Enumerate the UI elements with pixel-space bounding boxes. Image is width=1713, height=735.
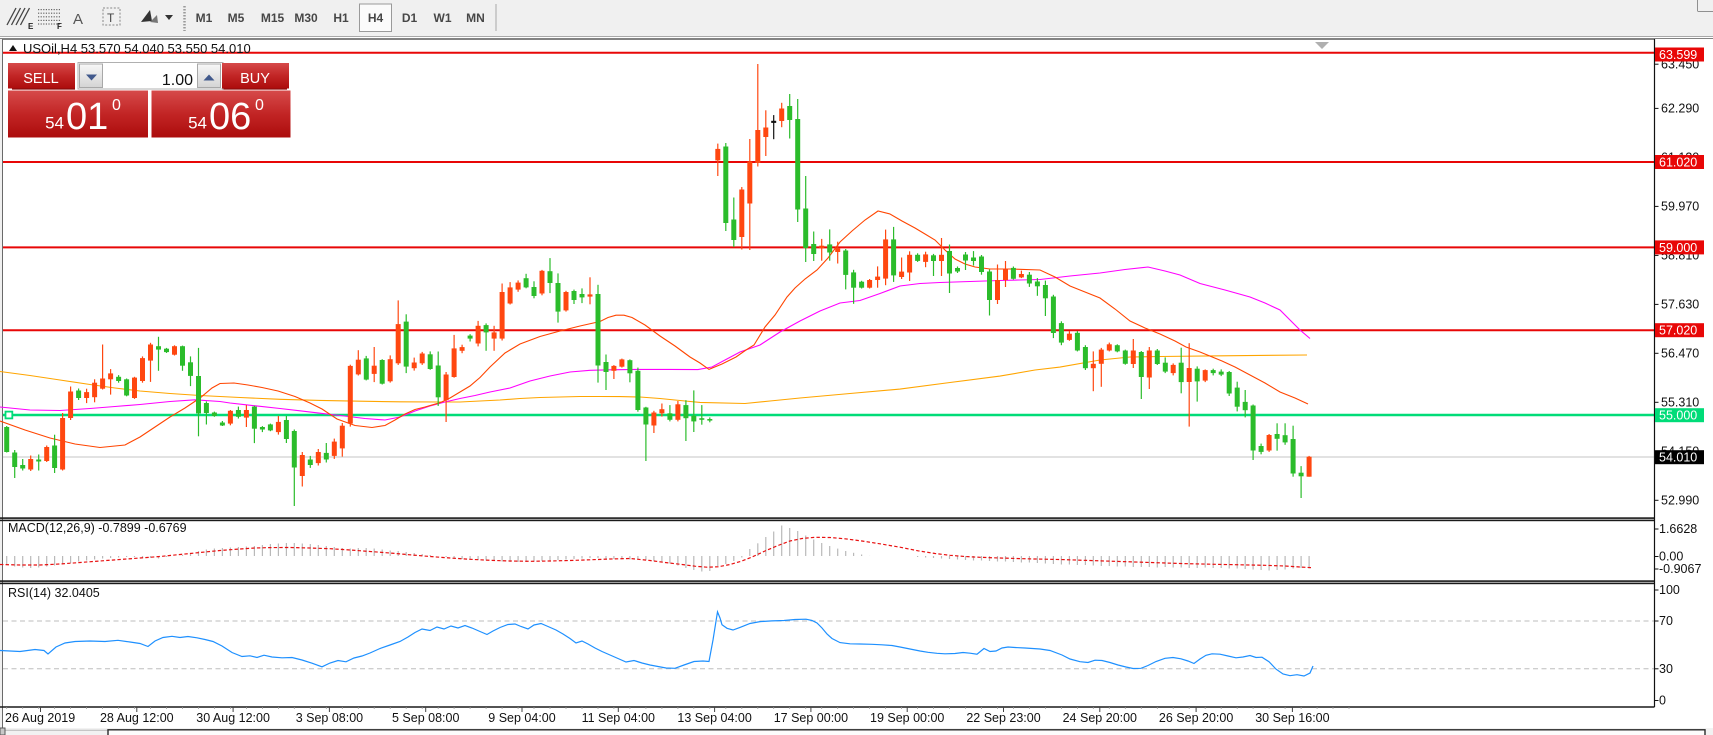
svg-text:M5: M5 [228,11,245,25]
svg-text:MN: MN [466,11,485,25]
svg-text:0: 0 [1659,694,1666,708]
svg-text:06: 06 [209,96,251,138]
svg-text:MACD(12,26,9) -0.7899 -0.6769: MACD(12,26,9) -0.7899 -0.6769 [8,521,187,535]
svg-text:BUY: BUY [240,71,270,87]
svg-text:55.310: 55.310 [1661,396,1699,410]
svg-text:61.020: 61.020 [1659,156,1697,170]
svg-text:0.00: 0.00 [1659,550,1683,564]
svg-text:30: 30 [1659,662,1673,676]
svg-text:M15: M15 [261,11,285,25]
svg-text:USOil,H4 53.570 54.040 53.550: USOil,H4 53.570 54.040 53.550 54.010 [23,41,251,56]
svg-text:H1: H1 [333,11,349,25]
svg-text:F: F [57,22,62,31]
svg-text:70: 70 [1659,614,1673,628]
svg-text:57.020: 57.020 [1659,324,1697,338]
svg-text:3 Sep 08:00: 3 Sep 08:00 [296,711,363,725]
svg-text:9 Sep 04:00: 9 Sep 04:00 [488,711,555,725]
svg-text:T: T [107,11,115,25]
svg-text:M1: M1 [196,11,213,25]
svg-text:RSI(14) 32.0405: RSI(14) 32.0405 [8,586,100,600]
svg-text:01: 01 [66,96,108,138]
svg-text:17 Sep 00:00: 17 Sep 00:00 [774,711,848,725]
svg-text:22 Sep 23:00: 22 Sep 23:00 [966,711,1040,725]
svg-text:0: 0 [255,97,264,114]
svg-text:54.010: 54.010 [1659,451,1697,465]
svg-text:-0.9067: -0.9067 [1659,562,1701,576]
svg-text:26 Aug 2019: 26 Aug 2019 [5,711,75,725]
svg-text:E: E [28,22,34,31]
svg-text:19 Sep 00:00: 19 Sep 00:00 [870,711,944,725]
svg-text:28 Aug 12:00: 28 Aug 12:00 [100,711,174,725]
svg-text:13 Sep 04:00: 13 Sep 04:00 [677,711,751,725]
svg-text:100: 100 [1659,583,1680,597]
svg-text:59.000: 59.000 [1659,241,1697,255]
svg-text:1.00: 1.00 [162,72,193,89]
svg-text:5 Sep 08:00: 5 Sep 08:00 [392,711,459,725]
svg-text:M30: M30 [294,11,318,25]
svg-text:30 Sep 16:00: 30 Sep 16:00 [1255,711,1329,725]
svg-text:59.970: 59.970 [1661,200,1699,214]
svg-text:55.000: 55.000 [1659,409,1697,423]
svg-text:W1: W1 [434,11,452,25]
svg-text:1.6628: 1.6628 [1659,522,1697,536]
svg-text:D1: D1 [402,11,418,25]
svg-text:52.990: 52.990 [1661,494,1699,508]
svg-text:26 Sep 20:00: 26 Sep 20:00 [1159,711,1233,725]
svg-text:24 Sep 20:00: 24 Sep 20:00 [1063,711,1137,725]
svg-text:57.630: 57.630 [1661,298,1699,312]
svg-text:30 Aug 12:00: 30 Aug 12:00 [196,711,270,725]
svg-text:H4: H4 [368,11,384,25]
svg-text:A: A [73,11,83,28]
svg-text:62.290: 62.290 [1661,102,1699,116]
svg-text:11 Sep 04:00: 11 Sep 04:00 [582,711,655,725]
svg-text:63.599: 63.599 [1659,48,1697,62]
svg-text:54: 54 [188,114,207,133]
svg-text:56.470: 56.470 [1661,347,1699,361]
svg-text:54: 54 [45,114,64,133]
svg-text:SELL: SELL [23,71,58,87]
svg-text:0: 0 [112,97,121,114]
